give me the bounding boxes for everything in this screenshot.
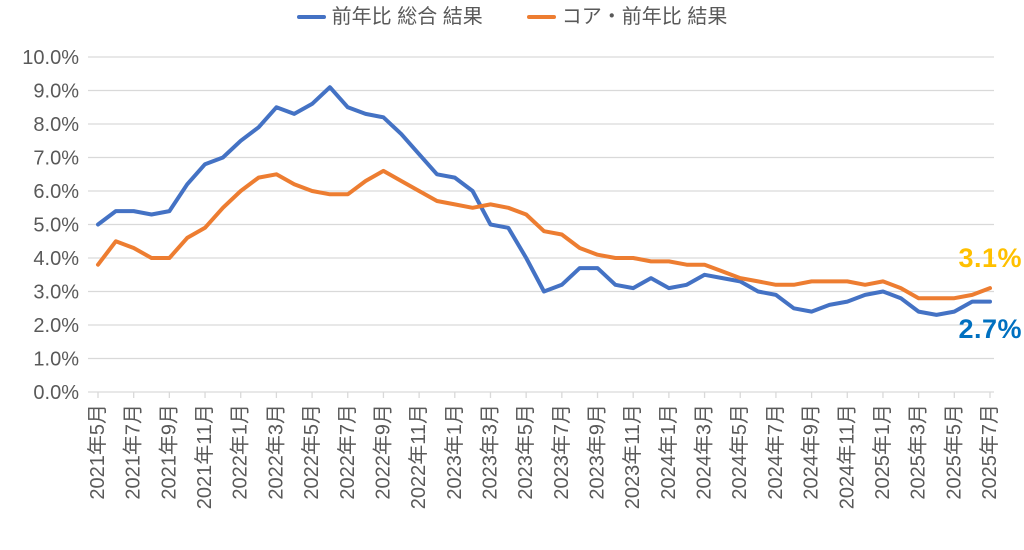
chart-legend: 前年比 総合 結果 コア・前年比 結果 [0, 5, 1024, 29]
svg-text:2025年3月: 2025年3月 [907, 404, 930, 500]
series-line-core [96, 168, 992, 301]
svg-text:2023年3月: 2023年3月 [478, 404, 501, 500]
legend-label-core: コア・前年比 結果 [561, 6, 728, 28]
svg-text:9.0%: 9.0% [33, 81, 79, 103]
svg-text:5.0%: 5.0% [33, 215, 79, 237]
legend-item-core: コア・前年比 結果 [526, 5, 728, 29]
legend-label-total: 前年比 総合 結果 [331, 6, 483, 28]
series-line-total [96, 85, 992, 317]
svg-text:2.0%: 2.0% [33, 315, 79, 337]
svg-text:3.0%: 3.0% [33, 282, 79, 304]
svg-text:8.0%: 8.0% [33, 114, 79, 136]
svg-text:2021年9月: 2021年9月 [157, 404, 180, 500]
svg-text:2023年7月: 2023年7月 [550, 404, 573, 500]
svg-text:2025年1月: 2025年1月 [871, 404, 894, 500]
svg-text:2025年7月: 2025年7月 [978, 404, 1001, 500]
svg-text:2022年7月: 2022年7月 [336, 404, 359, 500]
svg-text:2022年3月: 2022年3月 [264, 404, 287, 500]
svg-text:2024年1月: 2024年1月 [657, 404, 680, 500]
svg-text:10.0%: 10.0% [22, 47, 79, 69]
svg-text:2024年5月: 2024年5月 [728, 404, 751, 500]
svg-text:2023年9月: 2023年9月 [586, 404, 609, 500]
svg-text:2023年1月: 2023年1月 [443, 404, 466, 500]
svg-text:2022年5月: 2022年5月 [300, 404, 323, 500]
svg-text:7.0%: 7.0% [33, 148, 79, 170]
y-axis-labels: 0.0% 1.0% 2.0% 3.0% 4.0% 5.0% 6.0% 7.0% 8.0% 9.0%… [22, 47, 79, 404]
svg-text:2021年7月: 2021年7月 [122, 404, 145, 500]
svg-text:2024年7月: 2024年7月 [764, 404, 787, 500]
svg-text:2025年5月: 2025年5月 [942, 404, 965, 500]
svg-text:2022年1月: 2022年1月 [229, 404, 252, 500]
end-label-total-value: 2.7% [958, 314, 1022, 344]
end-label-core-value: 3.1% [958, 243, 1022, 273]
svg-text:2024年3月: 2024年3月 [693, 404, 716, 500]
svg-text:2021年11月: 2021年11月 [193, 404, 216, 509]
svg-text:2023年11月: 2023年11月 [621, 404, 644, 509]
svg-text:2021年5月: 2021年5月 [86, 404, 109, 500]
svg-text:4.0%: 4.0% [33, 248, 79, 270]
svg-text:6.0%: 6.0% [33, 181, 79, 203]
legend-line-swatch-core-icon [526, 15, 556, 19]
svg-text:2024年11月: 2024年11月 [835, 404, 858, 509]
y-gridlines [88, 56, 994, 393]
svg-text:2023年5月: 2023年5月 [514, 404, 537, 500]
legend-line-swatch-total-icon [296, 15, 326, 19]
legend-item-total: 前年比 総合 結果 [296, 5, 483, 29]
x-axis-labels: 2021年5月 2021年7月 2021年9月 2021年11月 2022年1月 2022… [86, 404, 1001, 509]
x-axis-ticks [97, 392, 991, 398]
svg-text:2022年11月: 2022年11月 [407, 404, 430, 509]
svg-text:2022年9月: 2022年9月 [371, 404, 394, 500]
svg-text:2024年9月: 2024年9月 [800, 404, 823, 500]
svg-text:1.0%: 1.0% [33, 349, 79, 371]
svg-text:0.0%: 0.0% [33, 382, 79, 404]
